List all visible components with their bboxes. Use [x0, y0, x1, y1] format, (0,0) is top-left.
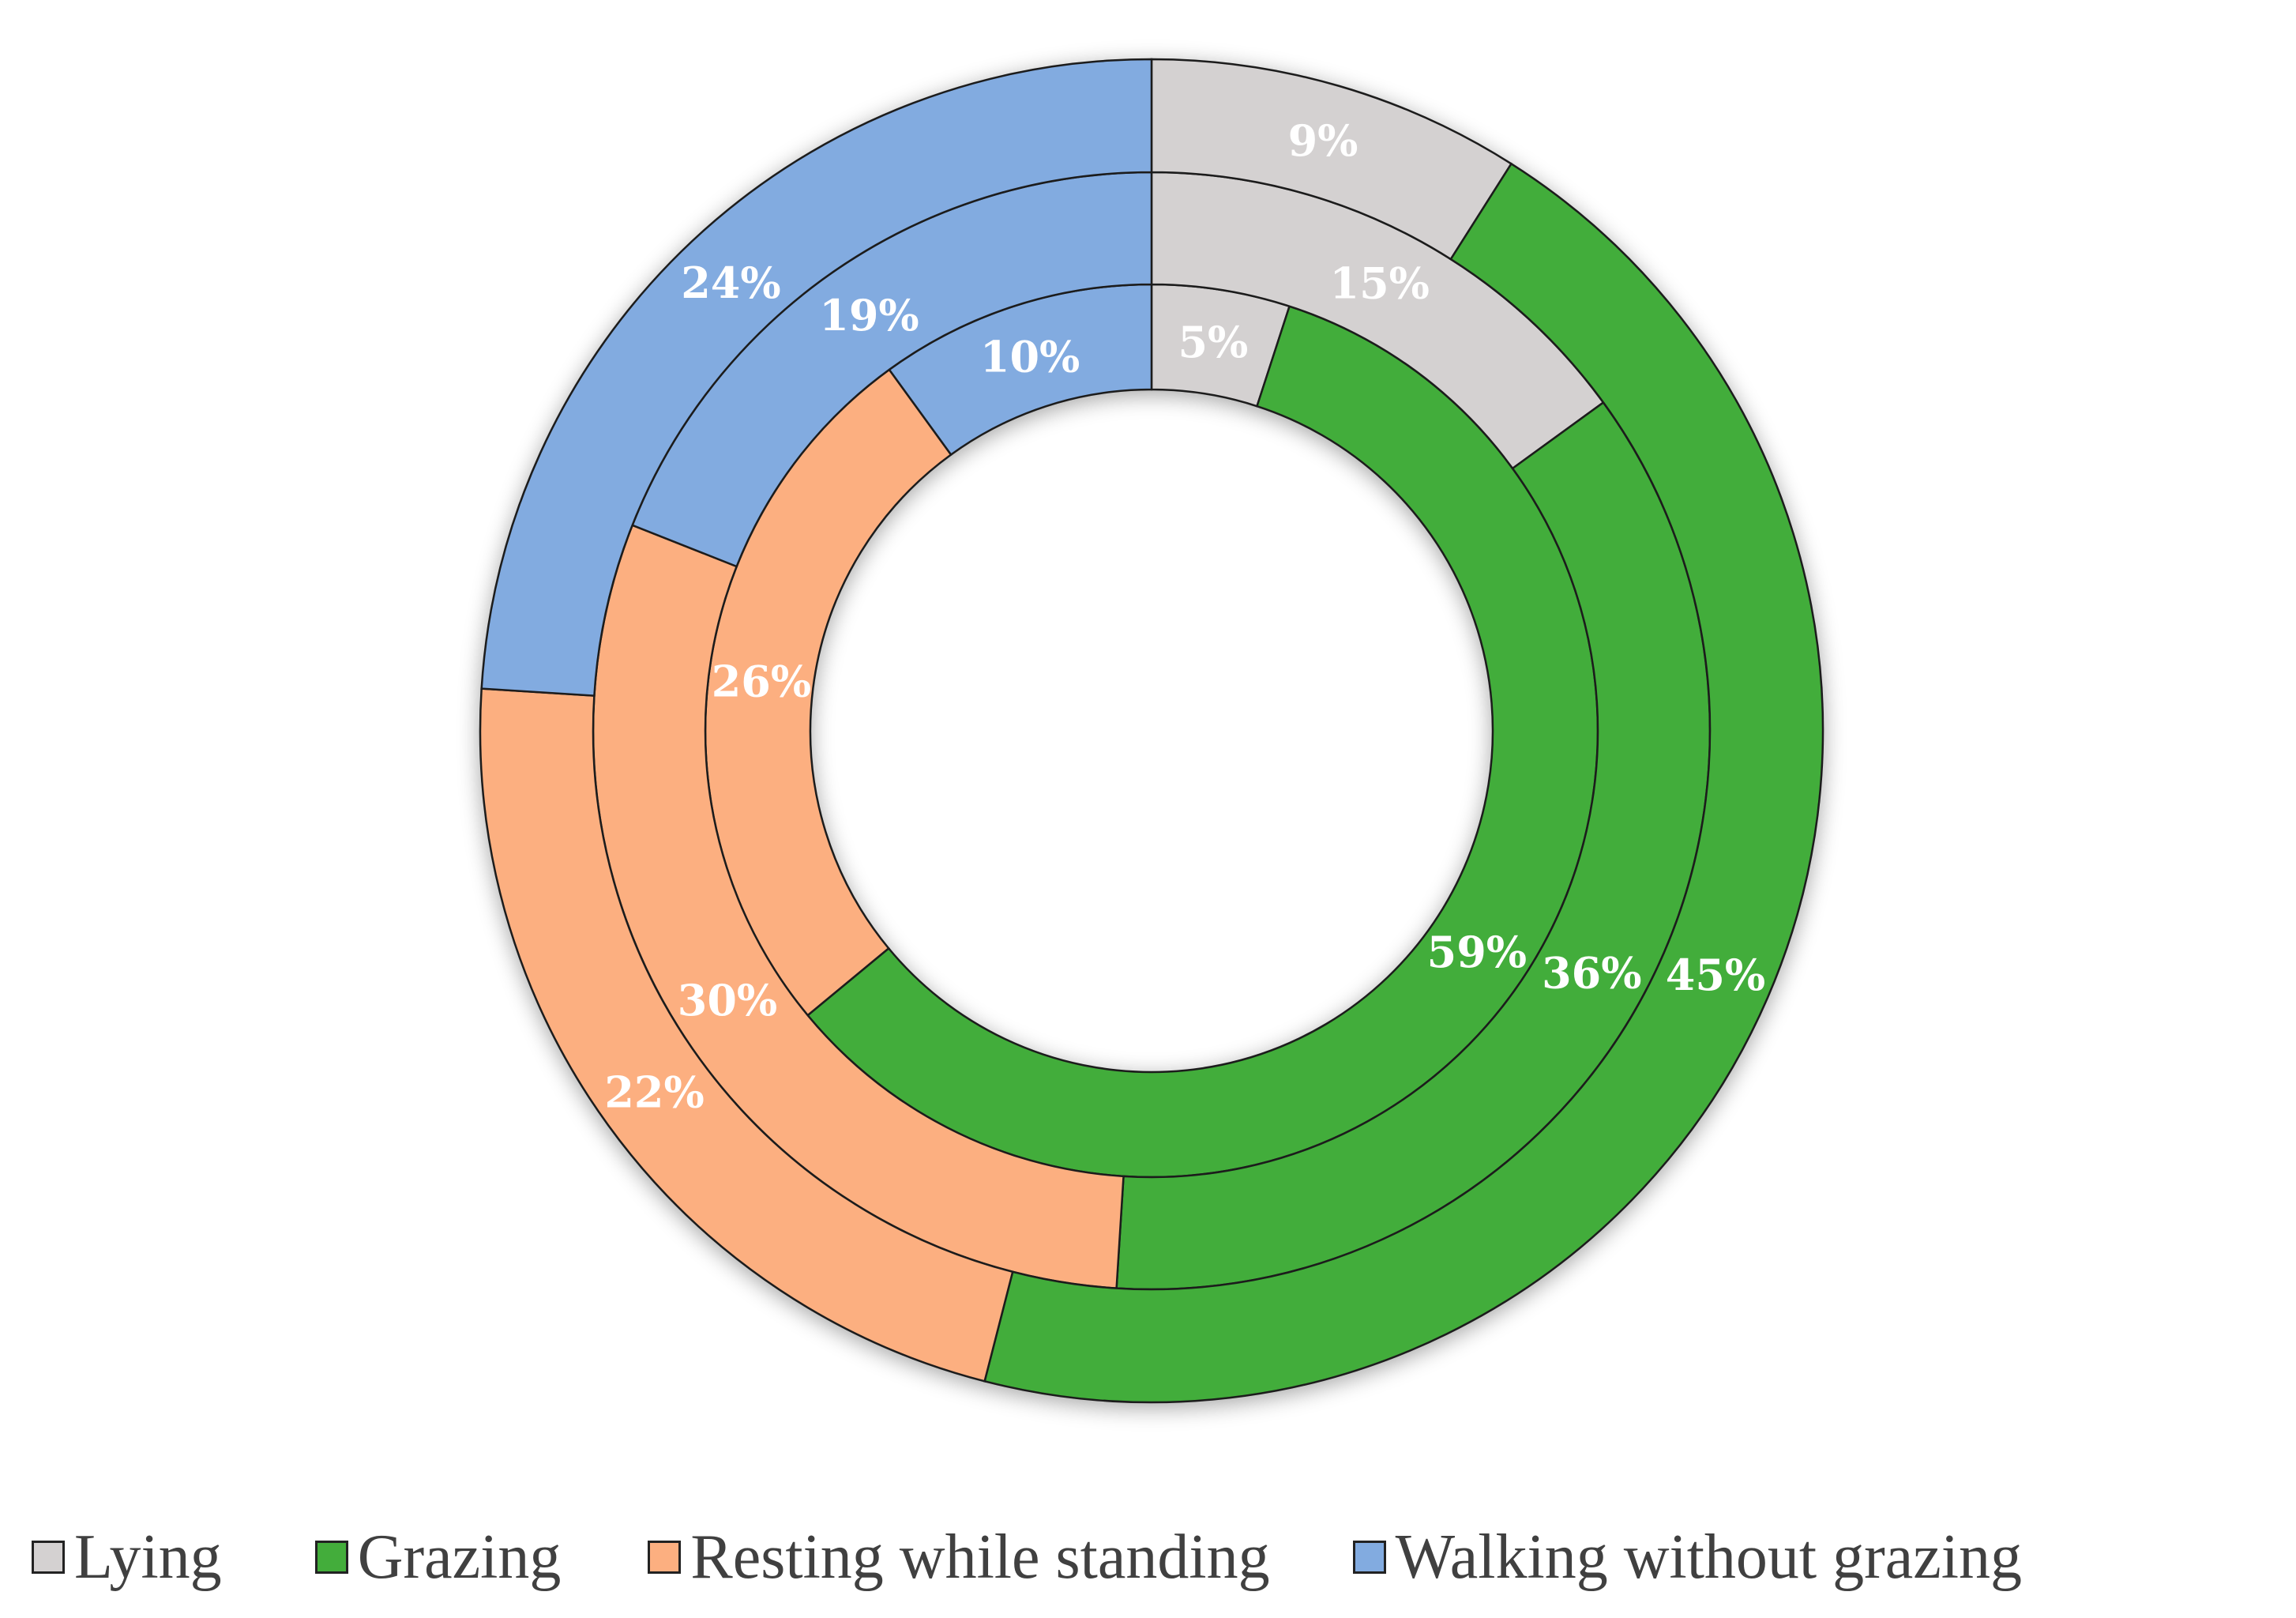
legend-swatch-walking	[1352, 1541, 1386, 1574]
label-outer-resting: 22%	[604, 1067, 704, 1117]
label-outer-walking: 24%	[681, 258, 780, 308]
labels-group: 5% 59% 26% 10% 15% 36% 30% 19% 9% 45% 22% 24%	[604, 115, 1765, 1117]
label-middle-grazing: 36%	[1542, 947, 1641, 998]
legend-swatch-grazing	[314, 1541, 348, 1574]
label-middle-resting: 30%	[678, 975, 777, 1025]
label-inner-lying: 5%	[1178, 317, 1248, 367]
label-inner-grazing: 59%	[1427, 927, 1527, 977]
legend-label-lying: Lying	[74, 1522, 222, 1592]
legend-item-resting: Resting while standing	[648, 1522, 1270, 1594]
label-outer-lying: 9%	[1288, 115, 1358, 166]
segment-outer-walking	[480, 58, 1153, 697]
segment-outer-grazing	[983, 162, 1824, 1404]
legend-swatch-lying	[32, 1541, 65, 1574]
label-middle-walking: 19%	[819, 290, 919, 341]
label-inner-resting: 26%	[712, 657, 811, 707]
legend-label-grazing: Grazing	[357, 1522, 562, 1592]
legend-label-walking: Walking without grazing	[1395, 1522, 2023, 1592]
label-middle-lying: 15%	[1330, 258, 1430, 308]
legend-item-walking: Walking without grazing	[1352, 1522, 2023, 1594]
legend-item-lying: Lying	[32, 1522, 222, 1594]
legend-swatch-resting	[648, 1541, 682, 1574]
legend: Lying Grazing Resting while standing Wal…	[32, 1514, 2275, 1601]
legend-item-grazing: Grazing	[314, 1522, 562, 1594]
label-inner-walking: 10%	[980, 331, 1080, 382]
label-outer-grazing: 45%	[1666, 950, 1765, 1000]
legend-label-resting: Resting while standing	[690, 1522, 1270, 1592]
rings-group	[479, 58, 1824, 1404]
